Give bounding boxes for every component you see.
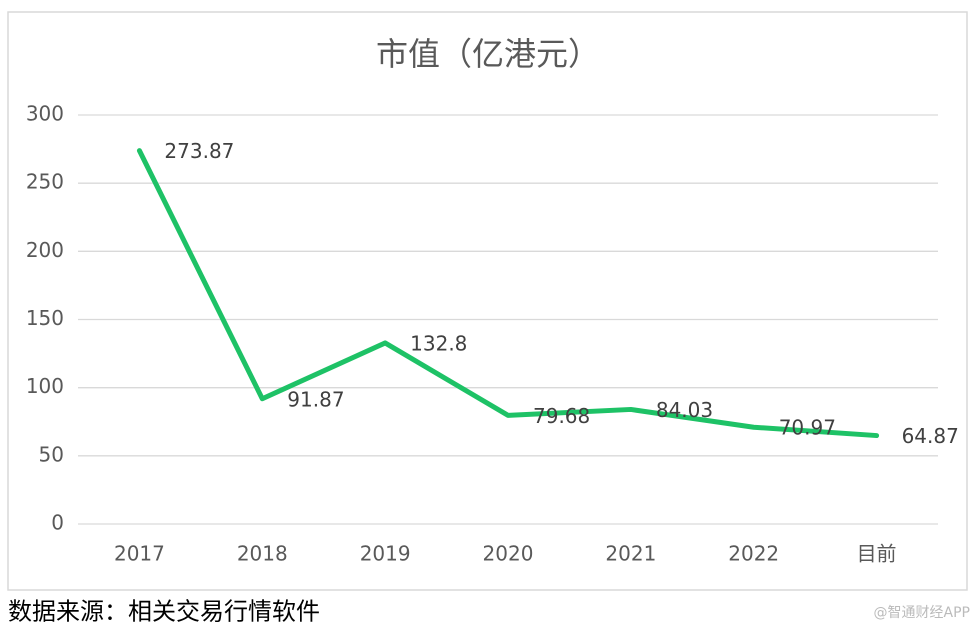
- x-tick-label: 2021: [605, 542, 656, 566]
- y-tick-label: 50: [39, 442, 64, 466]
- y-tick-label: 0: [51, 511, 64, 535]
- y-tick-label: 250: [26, 170, 64, 194]
- x-tick-label: 目前: [857, 542, 897, 566]
- data-label: 84.03: [656, 398, 713, 422]
- data-label: 132.8: [410, 331, 467, 355]
- data-label: 79.68: [533, 404, 590, 428]
- x-tick-label: 2018: [237, 542, 288, 566]
- watermark: @智通财经APP: [874, 605, 970, 621]
- line-series: [136, 148, 880, 439]
- y-tick-label: 150: [26, 306, 64, 330]
- data-label: 64.87: [902, 424, 959, 448]
- x-tick-label: 2020: [483, 542, 534, 566]
- data-label: 91.87: [287, 387, 344, 411]
- y-tick-label: 200: [26, 238, 64, 262]
- source-note: 数据来源：相关交易行情软件: [8, 598, 320, 626]
- chart-frame: [7, 11, 968, 591]
- x-tick-label: 2022: [728, 542, 779, 566]
- x-tick-label: 2019: [360, 542, 411, 566]
- data-label: 70.97: [779, 416, 836, 440]
- x-tick-label: 2017: [114, 542, 165, 566]
- chart-title: 市值（亿港元）: [376, 35, 600, 73]
- data-label: 273.87: [164, 139, 234, 163]
- y-tick-label: 300: [26, 102, 64, 126]
- y-tick-label: 100: [26, 374, 64, 398]
